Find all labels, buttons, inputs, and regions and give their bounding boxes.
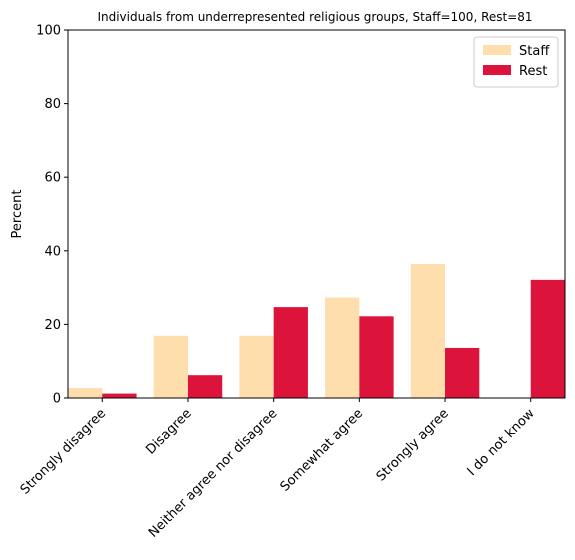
plot-frame: [67, 29, 566, 399]
y-tick-label-0: 0: [53, 392, 61, 407]
bar-rest-1: [187, 375, 223, 398]
legend-label-staff: Staff: [519, 44, 550, 59]
x-tick-label-0: Strongly disagree: [18, 406, 109, 497]
bar-rest-3: [359, 316, 394, 398]
legend-swatch-rest: [483, 65, 511, 75]
bar-rest-5: [530, 279, 565, 398]
y-tick-label-2: 40: [44, 244, 61, 259]
bar-staff-0: [68, 388, 103, 398]
chart-title: Individuals from underrepresented religi…: [97, 10, 532, 24]
y-tick-label-3: 60: [44, 171, 61, 186]
bar-staff-4: [410, 264, 446, 398]
bar-staff-2: [239, 335, 274, 398]
legend-swatch-staff: [483, 45, 511, 55]
bar-staff-3: [325, 297, 360, 398]
legend: Staff Rest: [473, 36, 559, 88]
y-axis: 0 20 40 60 80 100: [36, 24, 68, 407]
x-tick-label-4: Strongly agree: [374, 406, 452, 484]
y-tick-label-1: 20: [44, 318, 61, 333]
y-axis-label: Percent: [10, 190, 25, 239]
legend-label-rest: Rest: [519, 64, 547, 79]
bars-group: [68, 264, 565, 398]
bar-rest-0: [102, 393, 137, 398]
x-tick-label-1: Disagree: [143, 406, 194, 457]
x-tick-label-5: I do not know: [465, 406, 538, 479]
bar-rest-4: [445, 347, 480, 398]
y-tick-label-5: 100: [36, 24, 61, 39]
bar-staff-1: [153, 335, 188, 398]
x-tick-label-3: Somewhat agree: [278, 406, 367, 495]
y-tick-label-4: 80: [44, 97, 61, 112]
bar-rest-2: [273, 307, 308, 398]
